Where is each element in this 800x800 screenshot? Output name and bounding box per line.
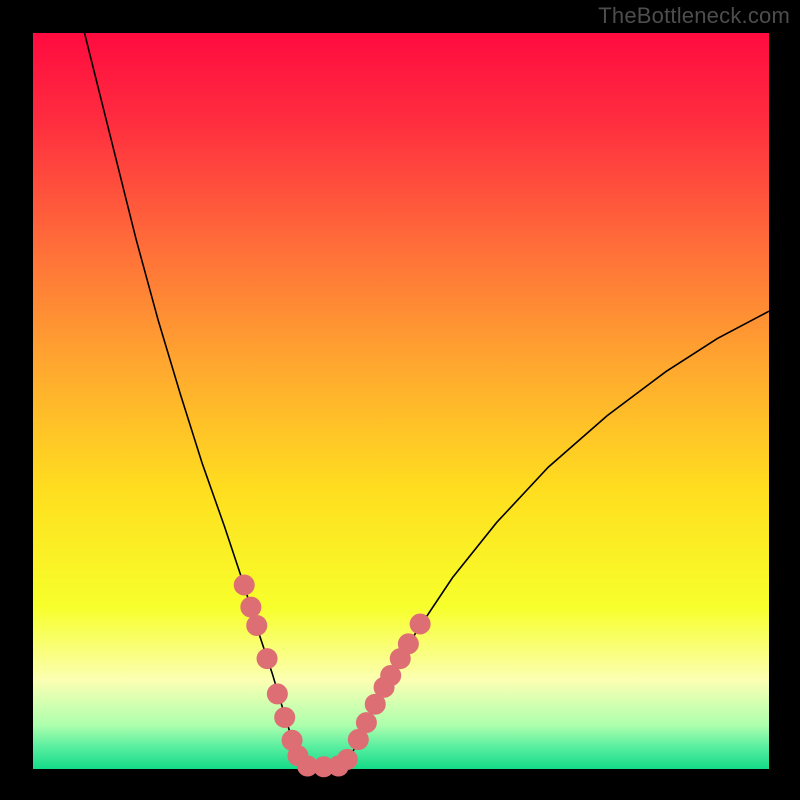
highlight-marker <box>257 649 277 669</box>
highlight-marker <box>337 749 357 769</box>
highlight-marker <box>267 684 287 704</box>
highlight-marker <box>398 634 418 654</box>
highlight-marker <box>234 575 254 595</box>
bottleneck-curve-chart <box>0 0 800 800</box>
highlight-marker <box>410 614 430 634</box>
highlight-marker <box>247 615 267 635</box>
watermark-text: TheBottleneck.com <box>598 3 790 29</box>
highlight-marker <box>356 713 376 733</box>
highlight-marker <box>241 597 261 617</box>
highlight-marker <box>275 707 295 727</box>
